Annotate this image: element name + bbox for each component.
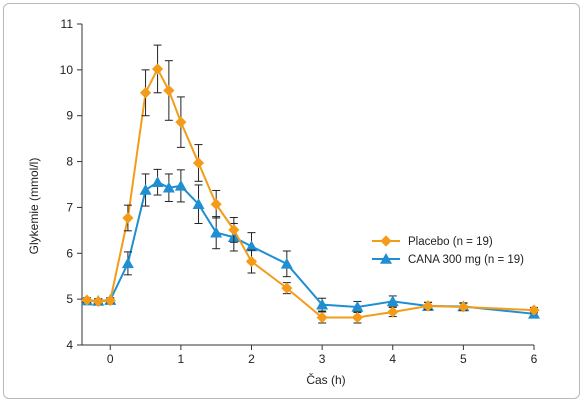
legend-item: CANA 300 mg (n = 19)	[372, 253, 524, 266]
legend-label: Placebo (n = 19)	[408, 236, 493, 248]
y-tick-label: 5	[66, 292, 73, 306]
data-point	[280, 257, 293, 269]
legend-item: Placebo (n = 19)	[372, 235, 493, 248]
data-point	[122, 212, 134, 224]
data-point	[174, 179, 187, 191]
data-point	[92, 295, 104, 308]
y-tick-label: 11	[61, 17, 74, 31]
x-tick-label: 2	[248, 352, 255, 366]
axes	[81, 24, 534, 346]
x-tick-label: 1	[178, 352, 185, 366]
data-point	[163, 84, 175, 97]
x-axis-ticks: 0 1 2 3 4 5 6	[107, 345, 538, 366]
data-point	[281, 282, 293, 294]
data-point	[210, 198, 222, 210]
x-tick-label: 0	[107, 352, 114, 366]
data-point	[175, 116, 187, 128]
data-point	[351, 311, 364, 324]
x-tick-label: 6	[531, 352, 538, 366]
plot-area	[80, 44, 540, 324]
y-tick-label: 7	[66, 200, 73, 214]
y-tick-label: 6	[66, 246, 73, 260]
legend: Placebo (n = 19) CANA 300 mg (n = 19)	[372, 235, 524, 266]
legend-label: CANA 300 mg (n = 19)	[408, 254, 524, 266]
data-point	[192, 198, 205, 210]
data-point	[162, 181, 175, 193]
data-point	[386, 295, 399, 307]
data-point	[151, 176, 164, 188]
data-point	[121, 257, 134, 269]
x-axis-title: Čas (h)	[306, 372, 345, 387]
data-point	[245, 240, 258, 252]
data-point	[316, 311, 328, 324]
data-point	[210, 226, 223, 238]
y-tick-label: 8	[66, 155, 73, 169]
data-point	[422, 300, 434, 312]
data-point	[316, 298, 329, 310]
series-line	[86, 181, 535, 315]
x-tick-label: 4	[389, 352, 396, 366]
chart-frame	[3, 3, 580, 399]
x-tick-label: 3	[319, 352, 326, 366]
data-point	[457, 301, 469, 313]
y-tick-label: 10	[60, 63, 74, 77]
data-point	[139, 184, 152, 195]
data-point	[228, 224, 240, 236]
series-line	[86, 66, 535, 319]
data-point	[81, 294, 93, 306]
y-axis-title: Glykemie (mmol/l)	[27, 158, 41, 255]
data-point	[139, 87, 152, 99]
y-axis-ticks: 4 5 6 7 8 9 10 11	[60, 17, 82, 352]
data-point	[528, 304, 540, 316]
y-tick-label: 9	[66, 109, 73, 123]
data-point	[351, 300, 364, 312]
data-point	[151, 63, 164, 75]
y-tick-label: 4	[66, 338, 73, 352]
x-tick-label: 5	[460, 352, 467, 366]
data-point	[192, 157, 205, 169]
data-point	[245, 255, 258, 268]
series-placebo	[81, 44, 540, 324]
legend-marker	[380, 253, 392, 264]
legend-marker	[380, 235, 392, 247]
data-point	[104, 294, 116, 307]
data-point	[387, 306, 399, 318]
